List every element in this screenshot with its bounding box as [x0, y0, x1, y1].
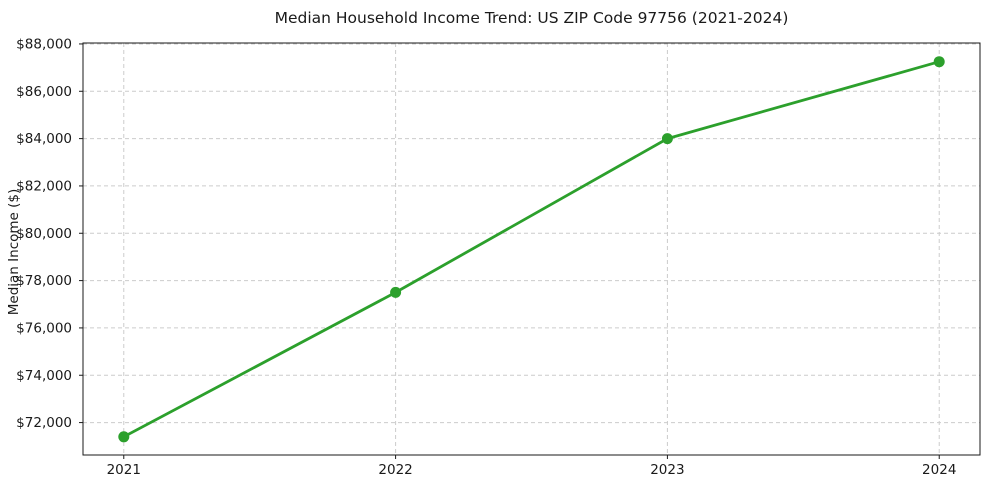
- data-point-2022: [390, 286, 402, 298]
- y-tick-label: $86,000: [16, 84, 72, 100]
- y-tick-label: $80,000: [16, 226, 72, 242]
- x-tick-label: 2021: [107, 462, 141, 478]
- y-tick-label: $88,000: [16, 36, 72, 52]
- data-point-2024: [933, 56, 945, 68]
- x-tick-label: 2023: [650, 462, 684, 478]
- y-tick-label: $74,000: [16, 368, 72, 384]
- x-tick-label: 2022: [378, 462, 412, 478]
- data-point-2021: [118, 431, 130, 443]
- y-tick-label: $72,000: [16, 415, 72, 431]
- chart-title: Median Household Income Trend: US ZIP Co…: [274, 9, 789, 27]
- y-tick-label: $76,000: [16, 320, 72, 336]
- trend-line: [122, 60, 941, 439]
- data-point-2023: [661, 133, 673, 145]
- y-tick-label: $78,000: [16, 273, 72, 289]
- y-tick-label: $84,000: [16, 131, 72, 147]
- y-tick-label: $82,000: [16, 178, 72, 194]
- plot-border: [82, 42, 981, 456]
- x-tick-label: 2024: [922, 462, 956, 478]
